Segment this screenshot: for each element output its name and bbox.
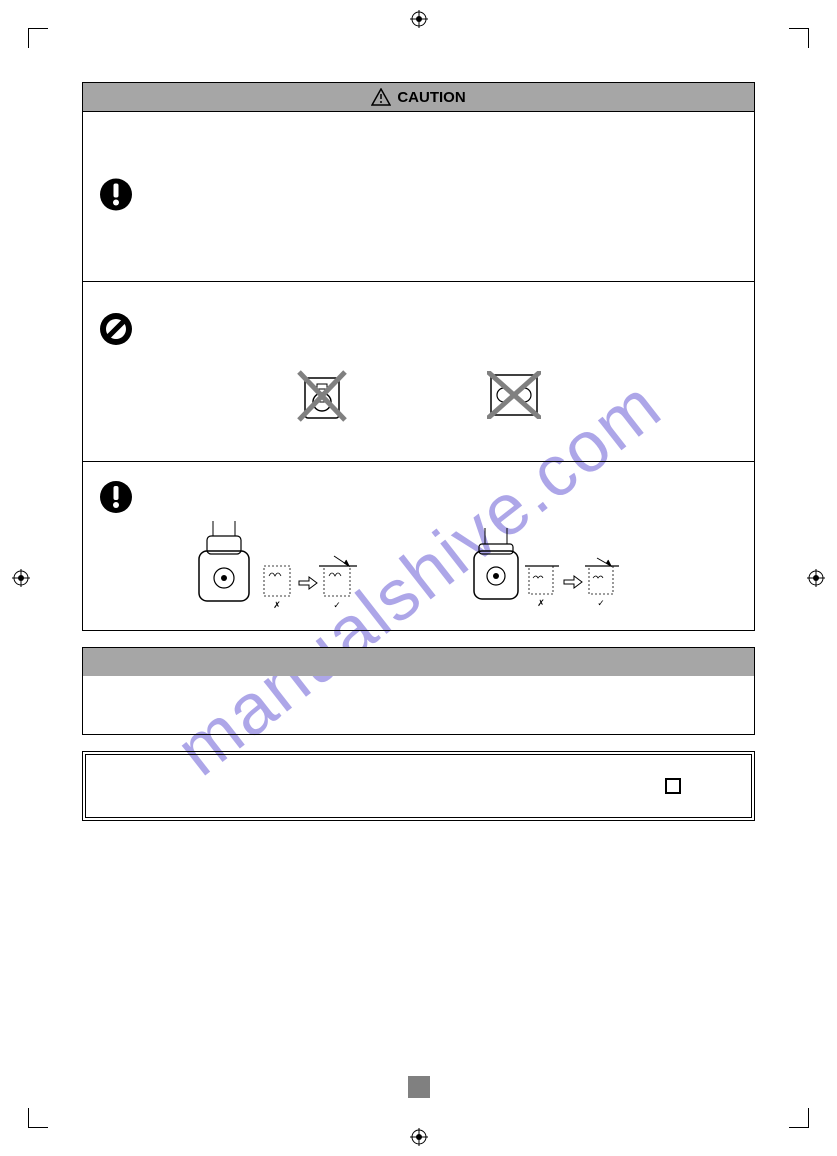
crop-mark-tl	[28, 28, 48, 48]
checkbox-mark	[665, 778, 681, 794]
svg-text:✗: ✗	[537, 598, 545, 608]
registration-mark-top	[410, 10, 428, 28]
page-number	[408, 1076, 430, 1098]
attention-body	[83, 676, 754, 734]
caution-section-1	[83, 111, 754, 281]
registration-mark-left	[12, 569, 30, 587]
registration-mark-bottom	[410, 1128, 428, 1146]
svg-text:✗: ✗	[273, 600, 281, 610]
attention-header	[83, 648, 754, 676]
warning-triangle-icon	[371, 88, 391, 106]
section-3-diagrams: ✗ ✓	[99, 516, 738, 616]
note-panel	[82, 751, 755, 821]
exclamation-icon	[99, 177, 133, 216]
caution-label: CAUTION	[397, 89, 465, 106]
caution-panel: CAUTION	[82, 82, 755, 631]
cooker-diagram-1: ✗ ✓	[189, 516, 389, 616]
outlet-double-crossed-icon	[487, 371, 541, 419]
registration-mark-right	[807, 569, 825, 587]
crop-mark-tr	[789, 28, 809, 48]
cooker-diagram-2: ✗ ✓	[469, 516, 649, 616]
exclamation-icon-2	[99, 480, 133, 519]
caution-header: CAUTION	[83, 83, 754, 111]
section-2-diagrams	[99, 366, 738, 424]
svg-text:✓: ✓	[333, 600, 341, 610]
crop-mark-bl	[28, 1108, 48, 1128]
crop-mark-br	[789, 1108, 809, 1128]
svg-text:✓: ✓	[597, 598, 605, 608]
outlet-single-crossed-icon	[297, 366, 347, 424]
page-content: CAUTION	[82, 82, 755, 821]
prohibition-icon	[99, 312, 133, 351]
caution-section-3: ✗ ✓	[83, 461, 754, 630]
caution-section-2	[83, 281, 754, 461]
attention-panel	[82, 647, 755, 735]
